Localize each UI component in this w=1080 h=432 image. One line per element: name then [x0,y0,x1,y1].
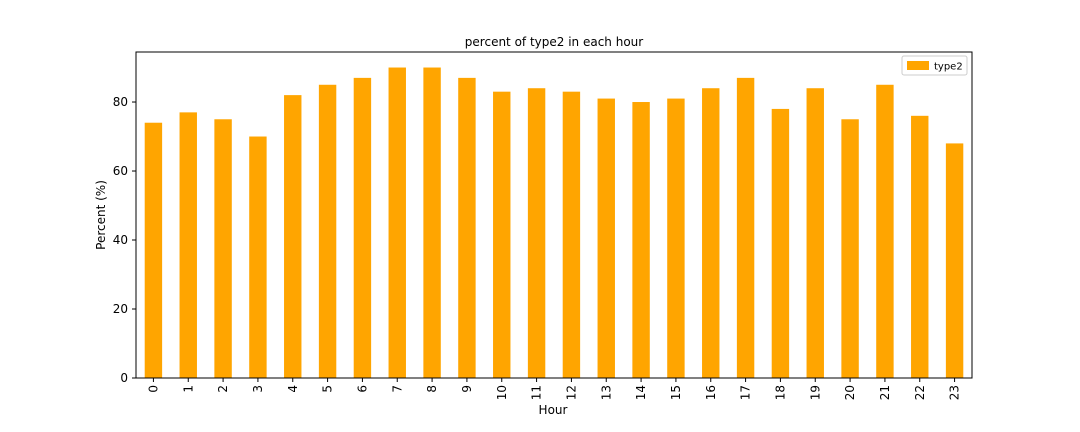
x-tick-label: 19 [808,385,822,400]
x-tick-label: 5 [321,385,335,393]
x-tick-label: 12 [564,385,578,400]
x-tick-label: 2 [216,385,230,393]
x-tick-label: 11 [530,385,544,400]
x-tick-label: 15 [669,385,683,400]
bar-hour-9 [458,77,476,378]
x-tick-label: 13 [599,385,613,400]
legend-swatch [907,61,929,70]
y-tick-label: 40 [113,233,128,247]
y-axis: 0 20 40 60 80 [113,95,136,385]
bar-hour-19 [806,88,824,378]
bar-hour-17 [736,77,755,378]
bar-hour-5 [318,84,337,378]
x-tick-label: 16 [704,385,718,400]
y-tick-label: 80 [113,95,128,109]
plot-frame [135,51,973,379]
x-tick-label: 14 [634,385,648,400]
y-tick-label: 60 [113,164,128,178]
bar-hour-2 [214,119,232,379]
bar-hour-18 [771,108,790,379]
x-tick-label: 3 [251,385,265,393]
x-tick-label: 9 [460,385,474,393]
x-axis-label: Hour [539,403,568,417]
bar-hour-11 [527,88,546,378]
x-tick-label: 22 [913,385,927,400]
x-tick-label: 17 [739,385,753,400]
bar-hour-1 [179,112,197,379]
bars-group [144,67,964,379]
x-tick-label: 23 [948,385,962,400]
bar-hour-21 [876,84,894,378]
bar-hour-3 [249,136,267,378]
bar-hour-10 [493,91,511,378]
x-axis: 0 1 2 3 4 5 6 7 8 9 10 11 12 13 14 15 16 17 18 19 20 21 22 23 [146,378,962,400]
bar-hour-8 [423,67,441,379]
x-tick-label: 10 [495,385,509,400]
bar-hour-7 [388,67,406,379]
chart-title: percent of type2 in each hour [465,35,643,49]
legend-label: type2 [934,62,963,73]
bar-hour-13 [597,98,615,379]
x-tick-label: 4 [286,385,300,393]
x-tick-label: 6 [355,385,369,393]
y-tick-label: 0 [120,371,128,385]
x-tick-label: 7 [390,385,404,393]
bar-hour-15 [667,98,685,379]
x-tick-label: 8 [425,385,439,393]
x-tick-label: 20 [843,385,857,400]
bar-hour-20 [841,119,859,379]
bar-hour-23 [945,143,964,378]
x-tick-label: 1 [181,385,195,393]
x-tick-label: 18 [773,385,787,400]
legend: type2 [901,55,968,76]
x-tick-label: 0 [146,385,160,393]
bar-hour-12 [562,91,581,378]
bar-hour-14 [632,102,650,378]
legend-box [901,55,968,76]
y-tick-label: 20 [113,302,128,316]
bar-hour-16 [702,88,720,378]
x-tick-label: 21 [878,385,892,400]
bar-hour-4 [284,95,302,378]
bar-hour-22 [911,115,929,379]
bar-hour-0 [144,122,163,378]
bar-hour-6 [353,77,372,378]
y-axis-label: Percent (%) [94,180,108,250]
